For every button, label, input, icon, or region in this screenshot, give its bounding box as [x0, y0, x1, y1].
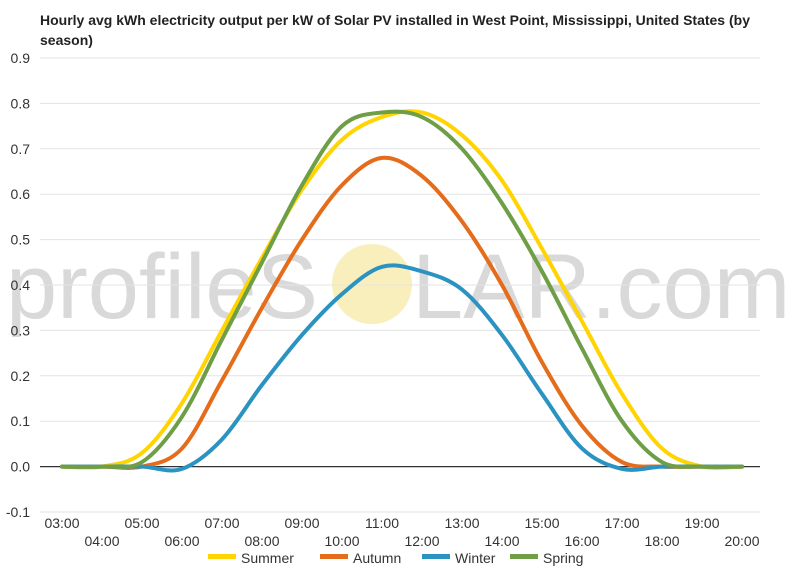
legend-swatch	[208, 554, 236, 559]
y-tick-label: 0.0	[11, 459, 31, 475]
x-tick-label: 07:00	[204, 515, 239, 531]
watermark-left: profileS	[6, 236, 318, 338]
y-tick-label: 0.5	[11, 232, 31, 248]
x-tick-label: 05:00	[124, 515, 159, 531]
y-tick-label: 0.7	[11, 141, 31, 157]
y-tick-label: 0.6	[11, 186, 31, 202]
legend-item-summer: Summer	[208, 550, 294, 566]
y-tick-label: 0.8	[11, 95, 31, 111]
x-tick-label: 17:00	[604, 515, 639, 531]
x-tick-label: 14:00	[484, 533, 519, 549]
legend-swatch	[320, 554, 348, 559]
x-tick-label: 18:00	[644, 533, 679, 549]
y-tick-label: 0.9	[11, 50, 31, 66]
y-tick-label: -0.1	[6, 504, 30, 520]
legend-label: Winter	[455, 550, 496, 566]
x-tick-label: 13:00	[444, 515, 479, 531]
legend-item-spring: Spring	[510, 550, 583, 566]
legend-label: Summer	[241, 550, 294, 566]
series-line-autumn	[60, 155, 744, 470]
y-tick-label: 0.4	[11, 277, 31, 293]
grid	[40, 57, 760, 513]
x-axis: 03:00 04:00 05:00 06:00 07:00 08:00 09:00 10:00…	[44, 515, 759, 549]
series-line-winter	[60, 263, 744, 473]
x-tick-label: 08:00	[244, 533, 279, 549]
x-tick-label: 16:00	[564, 533, 599, 549]
legend-item-autumn: Autumn	[320, 550, 401, 566]
legend-label: Spring	[543, 550, 583, 566]
x-tick-label: 10:00	[324, 533, 359, 549]
y-tick-label: 0.2	[11, 368, 31, 384]
x-tick-label: 19:00	[684, 515, 719, 531]
watermark: profileS LAR.com	[6, 236, 790, 338]
legend-swatch	[422, 554, 450, 559]
x-tick-label: 11:00	[365, 515, 399, 531]
x-tick-label: 06:00	[164, 533, 199, 549]
chart-title: Hourly avg kWh electricity output per kW…	[40, 12, 750, 48]
watermark-sun-icon	[332, 244, 412, 324]
x-tick-label: 09:00	[284, 515, 319, 531]
x-tick-label: 12:00	[404, 533, 439, 549]
x-tick-label: 20:00	[724, 533, 759, 549]
y-tick-label: 0.1	[11, 413, 31, 429]
x-tick-label: 15:00	[524, 515, 559, 531]
x-tick-label: 03:00	[44, 515, 79, 531]
watermark-right: LAR.com	[412, 236, 790, 338]
series-line-spring	[60, 109, 744, 470]
legend-swatch	[510, 554, 538, 559]
series-lines	[60, 109, 744, 473]
legend-label: Autumn	[353, 550, 401, 566]
legend: Summer Autumn Winter Spring	[208, 550, 583, 566]
x-tick-label: 04:00	[84, 533, 119, 549]
legend-item-winter: Winter	[422, 550, 496, 566]
y-tick-label: 0.3	[11, 322, 31, 338]
y-axis: -0.1 0.0 0.1 0.2 0.3 0.4 0.5 0.6 0.7 0.8 0.9	[6, 50, 30, 520]
